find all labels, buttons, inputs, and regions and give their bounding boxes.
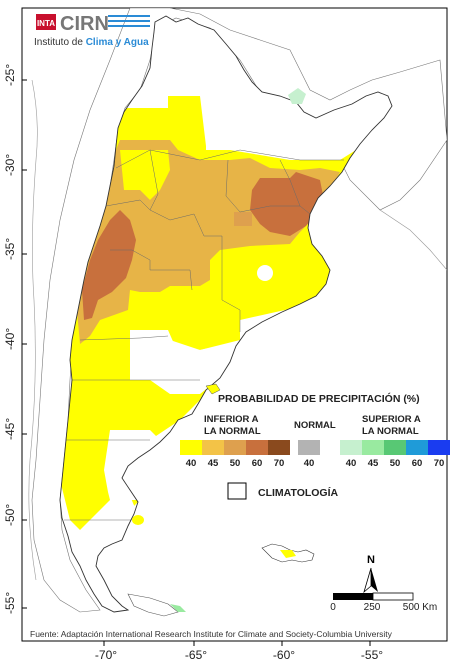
waves-icon: [108, 15, 150, 27]
legend-below-value-0: 40: [186, 458, 197, 469]
legend-normal-swatches: 40: [298, 440, 320, 469]
argentina-outline: [59, 15, 393, 613]
logo-subtitle: Instituto de Clima y Agua: [34, 37, 149, 48]
lat-label-35: -35°: [3, 238, 17, 260]
lat-label-55: -55°: [3, 592, 17, 614]
legend-above-swatch-4: [428, 440, 450, 455]
legend-above-line2: LA NORMAL: [362, 426, 419, 437]
legend-title: PROBABILIDAD DE PRECIPITACIÓN (%): [218, 392, 420, 405]
legend-below-swatch-4: [268, 440, 290, 455]
legend-above-line1: SUPERIOR A: [362, 414, 421, 425]
lon-label-55: -55°: [361, 648, 383, 662]
legend-above-swatch-3: [406, 440, 428, 455]
legend-above-value-1: 45: [368, 458, 379, 469]
tierra-del-fuego: [127, 593, 179, 617]
malvinas-yellow: [280, 550, 296, 558]
scale-bar: 0 250 500 Km: [330, 592, 437, 613]
legend-above-value-2: 50: [390, 458, 401, 469]
legend-below-swatch-3: [246, 440, 268, 455]
lon-ticks: [103, 641, 371, 646]
tierra-del-fuego-green: [170, 604, 186, 612]
north-arrow-icon: N: [363, 554, 378, 594]
map-area: [28, 8, 447, 617]
legend-below-value-3: 60: [252, 458, 263, 469]
legend-above-value-3: 60: [412, 458, 423, 469]
lat-label-40: -40°: [3, 328, 17, 350]
cirn-text: CIRN: [60, 13, 109, 35]
legend-above-value-0: 40: [346, 458, 357, 469]
legend-below-line1: INFERIOR A: [204, 414, 259, 425]
legend-above-swatches: 40 45 50 60 70: [340, 440, 450, 469]
latitude-axis: [22, 79, 27, 609]
north-green-patch: [288, 88, 306, 104]
lat-label-25: -25°: [3, 64, 17, 86]
legend-below-value-1: 45: [208, 458, 219, 469]
legend-above-value-4: 70: [434, 458, 445, 469]
cirn-logo: INTA CIRN Instituto de Clima y Agua: [34, 13, 150, 48]
legend-below-swatch-0: [180, 440, 202, 455]
legend-below-swatches: 40 45 50 60 70: [180, 440, 290, 469]
legend-below-line2: LA NORMAL: [204, 426, 261, 437]
legend: PROBABILIDAD DE PRECIPITACIÓN (%) INFERI…: [180, 392, 450, 500]
lon-label-70: -70°: [95, 648, 117, 662]
lat-labels: -25° -30° -35° -40° -45° -50° -55°: [3, 64, 17, 614]
province-borders: [64, 149, 344, 521]
scale-label-500: 500 Km: [403, 602, 437, 613]
north-label: N: [367, 554, 375, 566]
scale-label-0: 0: [330, 602, 336, 613]
lat-label-45: -45°: [3, 418, 17, 440]
legend-above-swatch-0: [340, 440, 362, 455]
legend-above-swatch-2: [384, 440, 406, 455]
scale-label-250: 250: [364, 602, 381, 613]
inta-badge: [36, 14, 56, 30]
legend-below-value-4: 70: [274, 458, 285, 469]
climatology-swatch: [227, 482, 247, 500]
legend-normal-swatch-0: [298, 440, 320, 455]
inta-text: INTA: [37, 19, 55, 28]
source-note: Fuente: Adaptación International Researc…: [30, 629, 393, 639]
lon-label-65: -65°: [185, 648, 207, 662]
climatology-label: CLIMATOLOGÍA: [258, 486, 339, 499]
legend-normal-label: NORMAL: [294, 420, 336, 431]
legend-normal-value-0: 40: [304, 458, 315, 469]
legend-above-swatch-1: [362, 440, 384, 455]
lat-label-50: -50°: [3, 504, 17, 526]
lon-labels: -70° -65° -60° -55°: [95, 648, 383, 662]
lat-label-30: -30°: [3, 154, 17, 176]
probability-shading: [60, 96, 392, 546]
legend-below-swatch-1: [202, 440, 224, 455]
legend-below-value-2: 50: [230, 458, 241, 469]
lon-label-60: -60°: [273, 648, 295, 662]
legend-below-swatch-2: [224, 440, 246, 455]
